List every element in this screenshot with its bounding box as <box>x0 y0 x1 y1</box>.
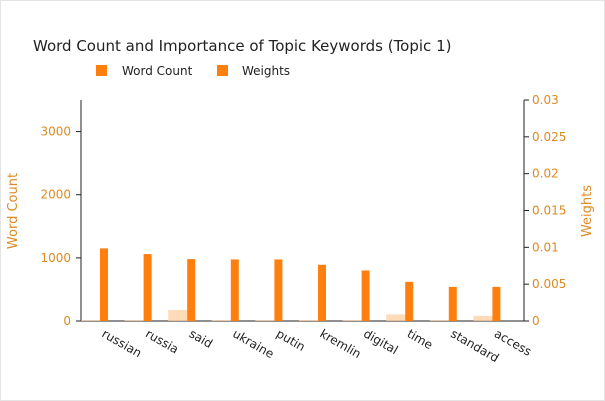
bar-weights <box>386 314 409 321</box>
y-tick-label-left: 2000 <box>40 188 71 202</box>
x-tick-label: time <box>405 326 435 352</box>
x-tick-label: standard <box>448 326 501 365</box>
bar-word-count <box>492 286 501 321</box>
bar-weights <box>299 320 321 321</box>
y-tick-label-right: 0.03 <box>532 93 559 107</box>
bar-word-count <box>100 248 108 321</box>
y-tick-label-right: 0.01 <box>532 240 559 254</box>
y-axis-title-left: Word Count <box>6 173 21 249</box>
bar-weights <box>473 315 496 321</box>
bar-weights <box>342 320 365 321</box>
bar-word-count <box>274 259 283 321</box>
x-tick-label: kremlin <box>318 326 364 361</box>
x-tick-label: russia <box>143 326 181 356</box>
y-tick-label-left: 1000 <box>40 251 71 265</box>
y-ticks-right: 0 0.005 0.01 0.015 0.02 0.025 0.03 <box>524 93 566 328</box>
x-tick-label: ukraine <box>230 326 276 361</box>
legend-swatch-word-count <box>96 65 107 76</box>
chart-title: Word Count and Importance of Topic Keywo… <box>33 37 451 55</box>
y-tick-label-left: 3000 <box>40 125 71 139</box>
bar-weights <box>211 320 234 321</box>
y-tick-label-right: 0.02 <box>532 167 559 181</box>
y-tick-label-right: 0.005 <box>532 277 566 291</box>
x-tick-label: digital <box>361 326 400 357</box>
legend-label-weights: Weights <box>242 64 290 78</box>
bar-weights <box>429 320 452 321</box>
bar-weights <box>81 320 103 321</box>
bar-word-count <box>143 254 152 321</box>
bar-word-count <box>448 286 457 321</box>
bar-word-count <box>318 264 326 321</box>
legend-label-word-count: Word Count <box>122 64 193 78</box>
y-tick-label-right: 0 <box>532 314 540 328</box>
legend-swatch-weights <box>217 65 228 76</box>
bar-word-count <box>361 270 370 321</box>
x-tick-label: said <box>187 326 215 350</box>
bar-weights <box>124 320 147 321</box>
bar-word-count <box>230 259 239 321</box>
y-tick-label-right: 0.025 <box>532 130 566 144</box>
x-tick-label: russian <box>100 326 145 360</box>
legend: Word Count Weights <box>96 64 290 78</box>
bar-weights <box>255 320 278 321</box>
bar-weights <box>168 309 191 321</box>
y-tick-label-right: 0.015 <box>532 204 566 218</box>
bar-word-count <box>187 259 196 321</box>
y-ticks-left: 0 1000 2000 3000 <box>40 125 81 328</box>
bars <box>81 248 501 321</box>
y-axis-title-right: Weights <box>580 185 595 237</box>
x-tick-label: putin <box>274 326 308 354</box>
bar-word-count <box>405 281 414 321</box>
y-tick-label-left: 0 <box>63 314 71 328</box>
